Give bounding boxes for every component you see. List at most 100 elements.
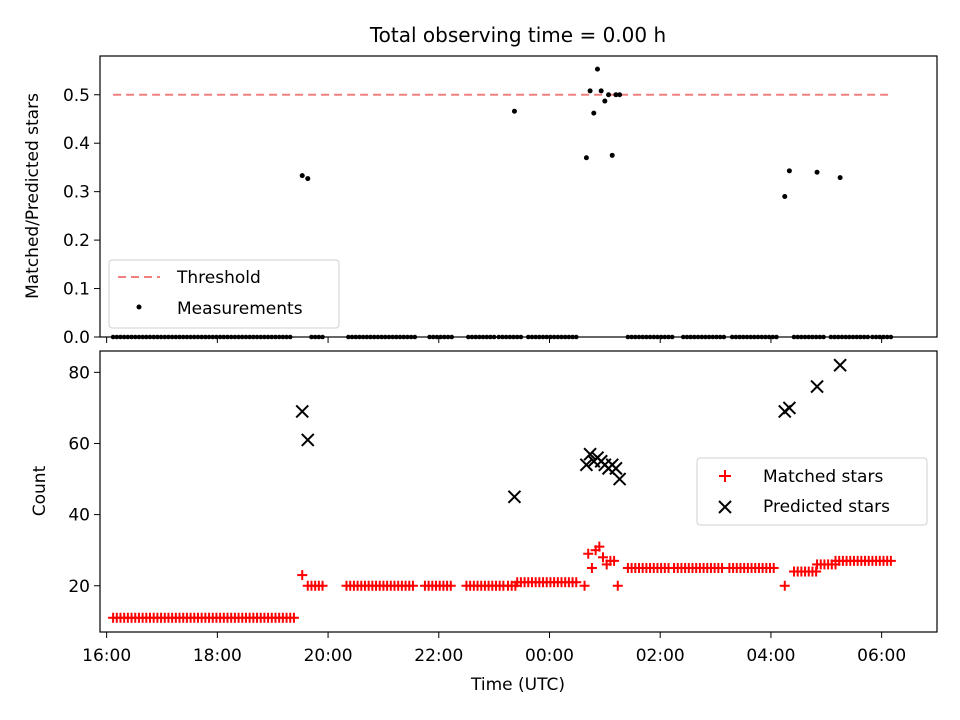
zero-measurement-point	[817, 334, 823, 340]
zero-measurement-point	[799, 334, 804, 340]
zero-measurement-point	[636, 334, 642, 340]
zero-measurement-point	[262, 334, 267, 340]
zero-measurement-point	[511, 334, 516, 340]
zero-measurement-point	[647, 334, 653, 340]
measurements-legend-swatch	[136, 304, 142, 310]
zero-measurement-point	[118, 334, 123, 340]
zero-measurement-point	[247, 334, 252, 340]
bottom-y-axis: 20 40 60 80	[68, 363, 100, 597]
x-tick-label: 20:00	[304, 646, 353, 666]
zero-measurement-point	[629, 334, 634, 340]
zero-measurement-point	[832, 334, 837, 340]
zero-measurement-point	[484, 334, 490, 340]
zero-measurement-point	[507, 334, 513, 340]
zero-measurement-point	[136, 334, 142, 340]
zero-measurement-point	[566, 334, 572, 340]
zero-measurement-point	[881, 334, 886, 340]
measurement-point	[587, 88, 593, 94]
x-tick-label: 00:00	[525, 646, 574, 666]
top-y-axis: 0.0 0.1 0.2 0.3 0.4 0.5	[63, 86, 100, 348]
zero-measurement-point	[658, 334, 664, 340]
legend-label-predicted: Predicted stars	[763, 497, 890, 517]
zero-measurement-point	[843, 334, 848, 340]
zero-measurement-point	[496, 334, 502, 340]
zero-measurement-point	[655, 334, 660, 340]
zero-measurement-point	[839, 334, 845, 340]
measurement-point	[602, 98, 608, 104]
zero-measurement-point	[740, 334, 746, 340]
bottom-legend-box	[696, 457, 928, 526]
predicted-legend-swatch	[718, 500, 732, 514]
bottom-y-tick-label: 80	[68, 363, 90, 383]
zero-measurement-point	[401, 334, 407, 340]
x-tick-label: 04:00	[746, 646, 795, 666]
matched-star-point	[885, 555, 896, 566]
x-axis-label: Time (UTC)	[470, 675, 565, 695]
zero-measurement-point	[349, 334, 355, 340]
zero-measurement-point	[491, 334, 497, 340]
zero-measurement-point	[125, 334, 131, 340]
zero-measurement-point	[445, 334, 451, 340]
measurement-point	[511, 108, 517, 114]
zero-measurement-point	[861, 334, 867, 340]
zero-measurement-point	[821, 334, 826, 340]
zero-measurement-point	[858, 334, 863, 340]
zero-measurement-point	[221, 334, 227, 340]
zero-measurement-point	[214, 334, 219, 340]
matched-legend-swatch	[719, 470, 731, 482]
top-y-tick-label: 0.3	[63, 183, 90, 203]
zero-measurement-point	[729, 334, 735, 340]
predicted-star-point	[583, 447, 597, 461]
zero-measurement-point	[206, 334, 212, 340]
zero-measurement-point	[438, 334, 443, 340]
zero-measurement-point	[412, 334, 418, 340]
zero-measurement-point	[155, 334, 160, 340]
zero-measurement-point	[397, 334, 403, 340]
zero-measurement-point	[870, 334, 875, 340]
zero-measurement-point	[533, 334, 538, 340]
measurement-point	[613, 92, 619, 98]
zero-measurement-point	[191, 334, 197, 340]
zero-measurement-point	[173, 334, 179, 340]
zero-measurement-point	[312, 334, 318, 340]
predicted-star-point	[810, 379, 824, 394]
matched-star-point	[779, 580, 790, 591]
bottom-y-axis-label: Count	[30, 465, 50, 516]
zero-measurement-point	[276, 334, 282, 340]
zero-measurement-point	[540, 334, 546, 340]
zero-measurement-point	[132, 334, 138, 340]
zero-measurement-point	[346, 334, 351, 340]
zero-measurement-point	[357, 334, 362, 340]
measurement-point	[609, 152, 615, 158]
zero-measurement-point	[114, 334, 120, 340]
zero-measurement-point	[755, 334, 761, 340]
bottom-x-axis: 16:00 18:00 20:00 22:00 00:00 02:00 04:00 06:00	[82, 632, 906, 666]
zero-measurement-point	[258, 334, 264, 340]
measurement-point	[598, 88, 604, 94]
predicted-star-point	[609, 461, 623, 476]
bottom-y-tick-label: 60	[68, 434, 90, 454]
zero-measurement-point	[710, 334, 716, 340]
zero-measurement-point	[721, 334, 727, 340]
zero-measurement-point	[180, 334, 186, 340]
predicted-star-point	[612, 472, 627, 486]
legend-label-matched: Matched stars	[763, 467, 883, 487]
zero-measurement-point	[232, 334, 238, 340]
zero-measurement-point	[559, 334, 564, 340]
zero-measurement-point	[877, 334, 883, 340]
zero-measurement-point	[405, 334, 410, 340]
zero-measurement-point	[477, 334, 482, 340]
zero-measurement-point	[110, 334, 116, 340]
zero-measurement-point	[320, 334, 325, 340]
zero-measurement-point	[555, 334, 561, 340]
zero-measurement-point	[662, 334, 668, 340]
zero-measurement-point	[525, 334, 531, 340]
zero-measurement-point	[273, 334, 278, 340]
measurement-point	[305, 176, 311, 182]
zero-measurement-point	[770, 334, 776, 340]
predicted-star-point	[295, 404, 309, 419]
zero-measurement-point	[551, 334, 557, 340]
measurement-point	[814, 169, 820, 175]
zero-measurement-point	[368, 334, 373, 340]
zero-measurement-point	[353, 334, 359, 340]
